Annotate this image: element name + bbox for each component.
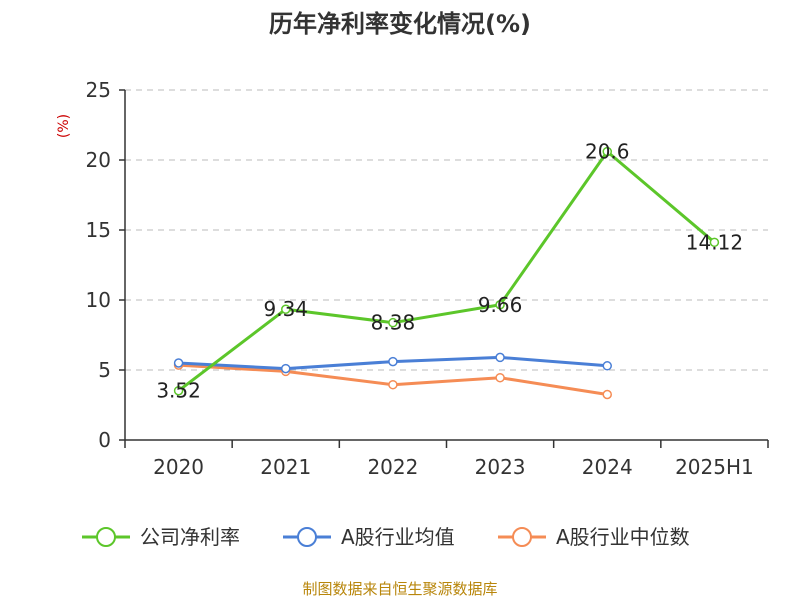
series-1-point-4 (602, 361, 612, 371)
series-1-point-2 (388, 356, 398, 367)
legend-marker-1 (297, 527, 317, 547)
series-0-point-3 (495, 300, 505, 310)
series-2-point-2 (388, 379, 398, 390)
data-label-5: 14.12 (686, 230, 743, 254)
legend: 公司净利率 A股行业均值 A股行业中位数 (82, 525, 690, 549)
legend-marker-0 (96, 527, 116, 547)
chart-title: 历年净利率变化情况(%) (269, 10, 531, 38)
x-tick-label-5: 2025H1 (675, 455, 754, 479)
legend-label-0: 公司净利率 (140, 525, 240, 549)
series-2-point-3 (495, 372, 505, 383)
series-0-point-1 (281, 304, 291, 314)
x-tick-label-0: 2020 (153, 455, 204, 479)
series-0-point-0 (173, 385, 184, 396)
series-0-point-4 (602, 146, 612, 157)
data-label-4: 20.6 (585, 140, 630, 164)
source-note: 制图数据来自恒生聚源数据库 (302, 580, 497, 598)
series-1-point-3 (495, 352, 505, 363)
x-tick-label-4: 2024 (582, 455, 633, 479)
y-tick-label-0: 0 (98, 428, 111, 452)
y-axis-unit: (%) (56, 114, 72, 138)
x-tick-label-3: 2023 (475, 455, 526, 479)
legend-label-1: A股行业均值 (341, 525, 455, 549)
legend-marker-2 (512, 527, 532, 547)
series-1-point-0 (173, 358, 184, 368)
data-label-0: 3.52 (156, 379, 201, 403)
axis-layer: 0 5 10 15 20 25 2020 2021 2022 2023 2024 2025H1 (86, 78, 769, 479)
x-tick-label-2: 2022 (367, 455, 418, 479)
legend-label-2: A股行业中位数 (556, 525, 690, 549)
x-tick-label-1: 2021 (260, 455, 311, 479)
y-tick-label-2: 10 (86, 288, 111, 312)
series-1-point-1 (281, 363, 291, 374)
series-layer (173, 146, 720, 400)
y-tick-label-5: 25 (86, 78, 111, 102)
series-line-0 (177, 150, 716, 392)
series-0-point-5 (709, 237, 720, 248)
data-label-1: 9.34 (263, 297, 308, 321)
series-2-point-4 (602, 389, 612, 400)
grid-layer (125, 89, 768, 371)
series-0-point-2 (388, 317, 398, 328)
y-tick-label-3: 15 (86, 218, 111, 242)
y-tick-label-1: 5 (98, 358, 111, 382)
data-label-3: 9.66 (478, 293, 523, 317)
data-label-layer: 3.52 9.34 8.38 9.66 20.6 14.12 (156, 140, 743, 403)
y-tick-label-4: 20 (86, 148, 111, 172)
data-label-2: 8.38 (371, 311, 416, 335)
